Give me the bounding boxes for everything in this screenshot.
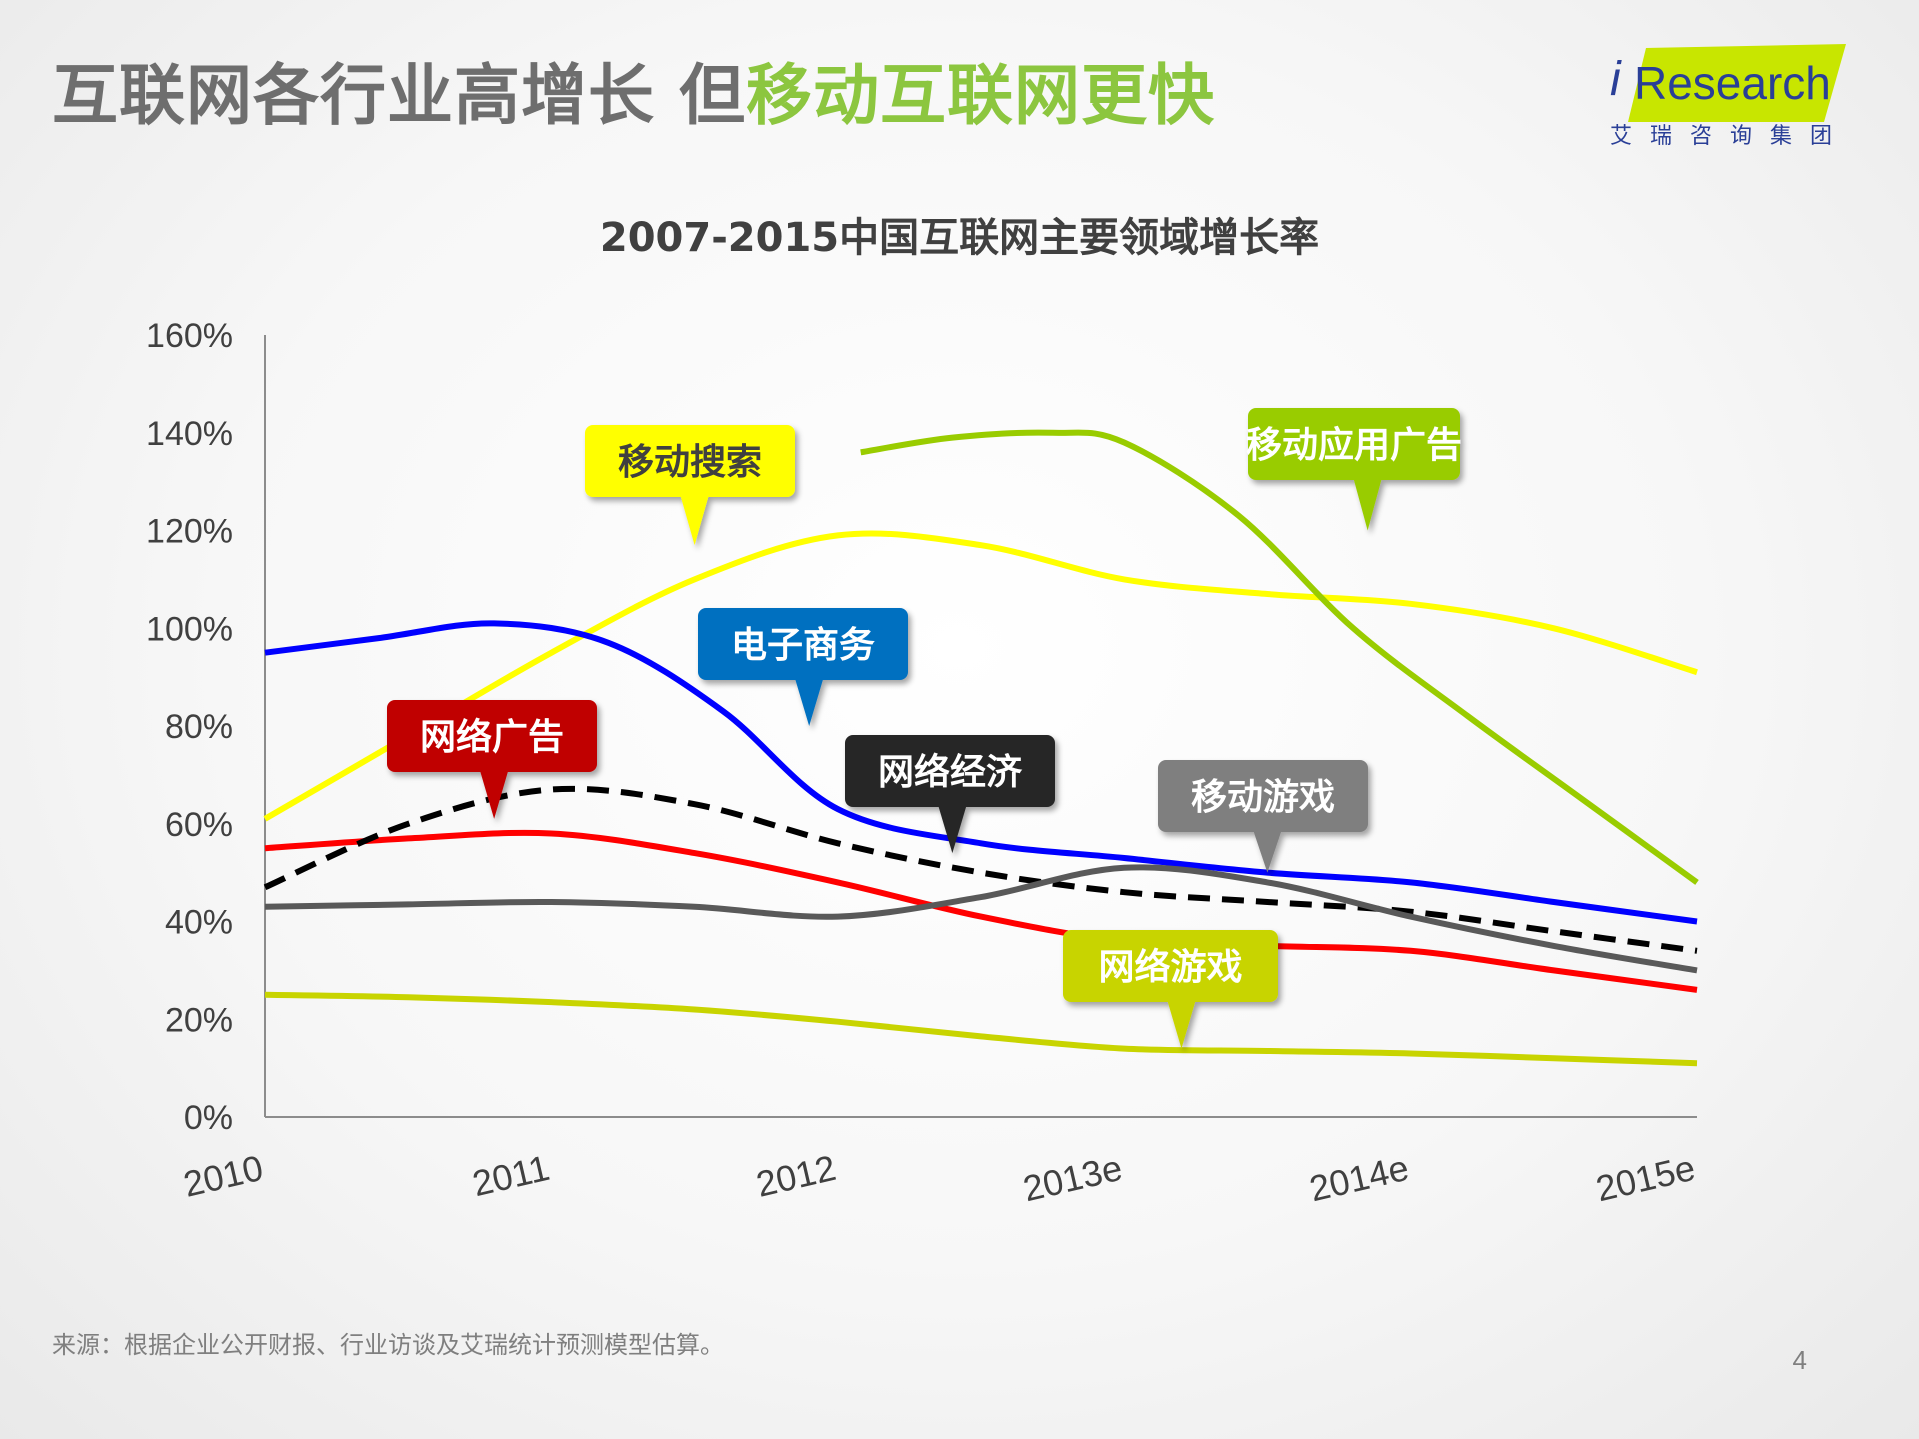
callout-label: 电子商务 bbox=[731, 625, 875, 666]
chart-series bbox=[263, 429, 1699, 1067]
callout: 移动搜索 bbox=[585, 425, 795, 546]
callout: 移动应用广告 bbox=[1246, 408, 1462, 531]
callout: 移动游戏 bbox=[1158, 760, 1368, 873]
series-line bbox=[263, 530, 1698, 822]
series-line bbox=[264, 864, 1698, 974]
callout: 网络游戏 bbox=[1063, 930, 1278, 1049]
callout-box bbox=[1248, 408, 1460, 480]
y-tick-label: 140% bbox=[146, 415, 233, 453]
callout: 网络经济 bbox=[845, 735, 1055, 854]
x-tick-label: 2014e bbox=[1306, 1147, 1413, 1209]
x-tick-label: 2012 bbox=[752, 1147, 839, 1205]
series-line bbox=[860, 429, 1699, 885]
callout-box bbox=[1158, 760, 1368, 832]
callout-pointer bbox=[680, 496, 709, 546]
callout-label: 移动游戏 bbox=[1191, 777, 1335, 818]
y-tick-label: 20% bbox=[165, 1001, 233, 1039]
logo-chinese-name: 艾瑞咨询集团 bbox=[1610, 124, 1851, 149]
y-tick-label: 60% bbox=[165, 806, 233, 844]
chart-axes bbox=[264, 335, 1697, 1118]
callout: 网络广告 bbox=[387, 700, 597, 819]
y-tick-label: 80% bbox=[165, 708, 233, 746]
series-line bbox=[264, 829, 1698, 993]
logo-band-shape bbox=[1628, 44, 1846, 122]
x-tick-label: 2015e bbox=[1592, 1147, 1699, 1209]
logo-i: i bbox=[1610, 53, 1621, 106]
callout-box bbox=[387, 700, 597, 772]
y-tick-labels: 0% 20% 40% 60% 80% 100% 120% 140% 160% bbox=[146, 317, 233, 1137]
callout-label: 移动搜索 bbox=[618, 442, 762, 483]
callout-pointer bbox=[938, 806, 967, 854]
callout-label: 网络广告 bbox=[420, 716, 564, 758]
y-tick-label: 160% bbox=[146, 317, 233, 355]
callout-box bbox=[1063, 930, 1278, 1002]
iresearch-logo: i Research 艾瑞咨询集团 bbox=[1600, 38, 1860, 158]
logo-research: Research bbox=[1634, 57, 1831, 109]
y-tick-label: 0% bbox=[184, 1099, 233, 1137]
callout-box bbox=[845, 735, 1055, 807]
x-tick-labels: 2010 2011 2012 2013e 2014e 2015e bbox=[180, 1147, 1699, 1209]
callout-pointer bbox=[1253, 831, 1282, 873]
series-line bbox=[264, 620, 1698, 925]
x-tick-label: 2011 bbox=[469, 1147, 554, 1204]
callout-pointer bbox=[480, 771, 509, 819]
callout-box bbox=[585, 425, 795, 497]
page-number: 4 bbox=[1792, 1345, 1807, 1375]
callout-pointer bbox=[795, 679, 824, 726]
slide-title-accent: 移动互联网更快 bbox=[745, 57, 1215, 134]
chart-title: 2007-2015中国互联网主要领域增长率 bbox=[599, 215, 1320, 261]
callout-label: 移动应用广告 bbox=[1246, 425, 1462, 466]
source-note: 来源：根据企业公开财报、行业访谈及艾瑞统计预测模型估算。 bbox=[52, 1331, 724, 1359]
x-tick-label: 2010 bbox=[180, 1147, 267, 1205]
callout-pointer bbox=[1167, 1001, 1196, 1049]
y-tick-label: 100% bbox=[146, 610, 233, 648]
y-tick-label: 120% bbox=[146, 513, 233, 551]
callout-pointer bbox=[1353, 479, 1382, 531]
callout-box bbox=[698, 608, 908, 680]
series-line bbox=[263, 785, 1698, 954]
series-line bbox=[264, 991, 1698, 1067]
slide-title: 互联网各行业高增长 但移动互联网更快 bbox=[52, 42, 1215, 138]
y-tick-label: 40% bbox=[165, 904, 233, 942]
logo-band-polygon bbox=[1628, 44, 1846, 122]
x-tick-label: 2013e bbox=[1019, 1147, 1126, 1209]
callout-label: 网络经济 bbox=[878, 751, 1023, 793]
callout-label: 网络游戏 bbox=[1098, 946, 1242, 988]
callout: 电子商务 bbox=[698, 608, 908, 726]
slide-title-main: 互联网各行业高增长 但 bbox=[52, 57, 746, 134]
